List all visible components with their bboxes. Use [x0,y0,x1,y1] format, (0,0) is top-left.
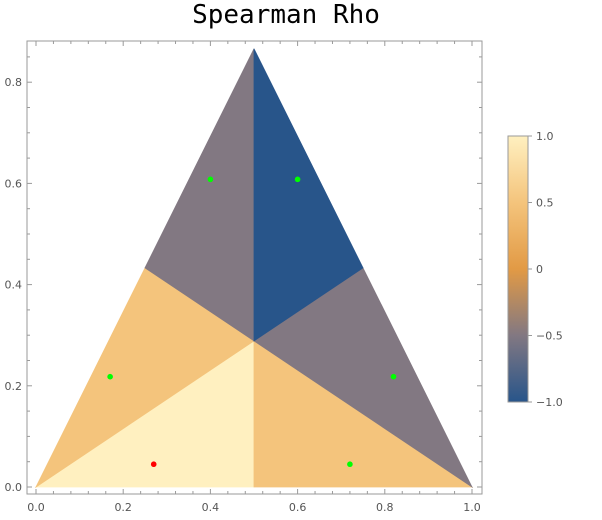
colorbar-tick-label: −1.0 [536,396,563,409]
colorbar-tick-label: 0.5 [536,197,554,210]
plot-area: 0.0 0.2 0.4 0.6 0.8 1.0 0.0 0.2 0.4 0.6 0.8 [5,40,483,514]
y-tick-label: 0.8 [5,76,23,89]
region-top-right [253,48,364,342]
colorbar-tick-label: 1.0 [536,130,554,143]
colorbar-gradient [507,135,529,403]
x-tick-label: 0.2 [114,501,132,514]
colorbar-ticks: 1.0 0.5 0 −0.5 −1.0 [528,130,563,409]
y-axis-ticks: 0.0 0.2 0.4 0.6 0.8 [5,56,482,494]
plot-frame [26,40,483,495]
x-axis-ticks: 0.0 0.2 0.4 0.6 0.8 1.0 [27,41,481,514]
point-6 [294,176,301,183]
x-tick-label: 1.0 [463,501,481,514]
y-tick-label: 0.2 [5,380,23,393]
colorbar-tick-label: 0 [536,263,543,276]
x-tick-label: 0.6 [289,501,307,514]
y-tick-label: 0.0 [5,481,23,494]
colorbar-tick-label: −0.5 [536,330,563,343]
y-tick-label: 0.4 [5,279,23,292]
chart-title: Spearman Rho [192,0,380,30]
point-2 [347,461,353,468]
triangle-regions [34,48,474,489]
point-3 [107,373,113,380]
point-5 [207,176,214,183]
point-1 [150,461,157,468]
colorbar-legend: 1.0 0.5 0 −0.5 −1.0 [507,130,563,409]
y-tick-label: 0.6 [5,177,23,190]
x-tick-label: 0.4 [202,501,220,514]
x-tick-label: 0.0 [27,501,45,514]
marker-points [107,176,397,468]
x-tick-label: 0.8 [376,501,394,514]
point-4 [390,373,397,380]
